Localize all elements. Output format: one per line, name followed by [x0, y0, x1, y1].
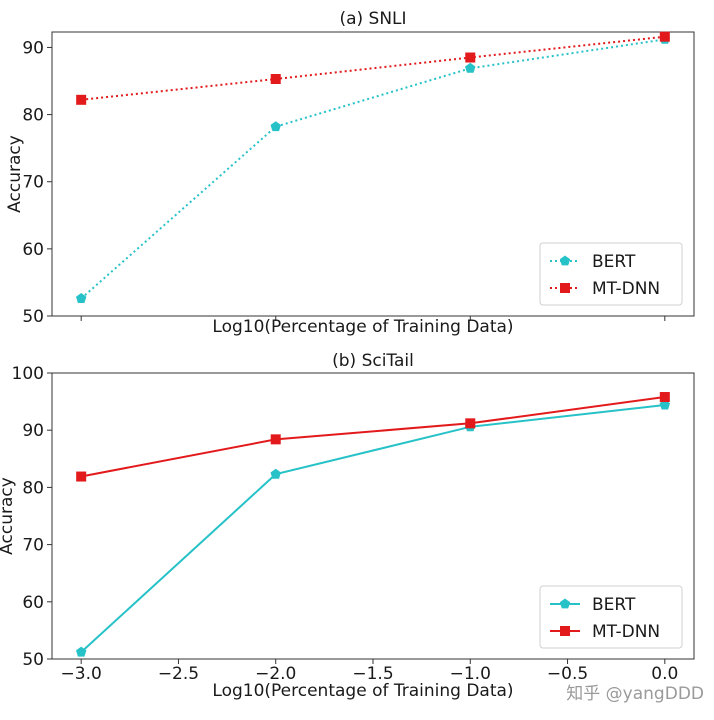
legend-marker-mt-dnn — [560, 626, 570, 636]
chart-panel-scitail: (b) SciTail 50 60 70 80 90 100 −3.0 −2.5 −2.0 −1.5… — [0, 351, 695, 701]
x-tick-label: −1.0 — [450, 664, 491, 684]
legend-marker-mt-dnn — [560, 283, 570, 293]
legend: BERT MT-DNN — [539, 585, 683, 649]
y-tick-label: 60 — [22, 240, 44, 260]
data-point-mt-dnn — [76, 94, 87, 105]
x-axis-label: Log10(Percentage of Training Data) — [212, 681, 513, 701]
data-point-bert — [76, 646, 87, 657]
data-point-mt-dnn — [465, 418, 476, 429]
data-point-mt-dnn — [76, 471, 87, 482]
x-axis-label: Log10(Percentage of Training Data) — [212, 317, 513, 337]
legend-marker-bert — [559, 255, 571, 266]
series-line-mt-dnn — [81, 35, 665, 101]
legend-label-bert: BERT — [592, 252, 636, 272]
series-line-bert — [80, 38, 665, 300]
chart-title: (b) SciTail — [332, 351, 414, 371]
x-tick-label: −1.5 — [352, 664, 393, 684]
legend: BERT MT-DNN — [539, 242, 683, 306]
y-tick-label: 100 — [12, 364, 44, 384]
data-point-bert — [76, 293, 87, 303]
data-point-bert — [270, 121, 281, 132]
legend-box — [539, 242, 683, 306]
legend-label-bert: BERT — [592, 595, 636, 615]
y-tick-label: 80 — [22, 106, 44, 126]
y-axis-label: Accuracy — [5, 135, 25, 213]
y-tick-label: 70 — [22, 536, 44, 556]
y-tick-label: 70 — [22, 173, 44, 193]
legend-marker-bert — [559, 598, 571, 609]
data-point-mt-dnn — [659, 31, 670, 42]
x-tick-label: −2.0 — [255, 664, 296, 684]
y-tick-label: 90 — [22, 421, 44, 441]
watermark-text: 知乎 @yangDDD — [566, 684, 704, 704]
y-tick-label: 80 — [22, 478, 44, 498]
chart-panel-snli: (a) SNLI 50 60 70 80 90 Log10(Percentage of Tr… — [5, 9, 695, 337]
x-tick-label: 0.0 — [651, 664, 678, 684]
chart-title: (a) SNLI — [339, 9, 406, 29]
plot-frame — [51, 31, 695, 317]
y-axis-label: Accuracy — [0, 477, 17, 555]
y-tick-label: 60 — [22, 593, 44, 613]
y-tick-label: 50 — [22, 307, 44, 327]
y-tick-label: 90 — [22, 38, 44, 58]
x-tick-label: −2.5 — [158, 664, 199, 684]
x-tick-label: −0.5 — [547, 664, 588, 684]
legend-label-mt-dnn: MT-DNN — [592, 279, 660, 299]
data-point-mt-dnn — [465, 52, 476, 63]
legend-label-mt-dnn: MT-DNN — [592, 622, 660, 642]
data-point-bert — [270, 468, 281, 479]
legend-box — [539, 585, 683, 649]
data-point-bert — [465, 62, 476, 73]
series-line-mt-dnn — [81, 396, 665, 478]
data-point-mt-dnn — [270, 73, 281, 84]
x-tick-label: −3.0 — [61, 664, 102, 684]
y-tick-label: 50 — [22, 650, 44, 670]
series-line-bert — [80, 404, 665, 653]
data-point-mt-dnn — [270, 434, 281, 445]
data-point-mt-dnn — [659, 392, 670, 403]
